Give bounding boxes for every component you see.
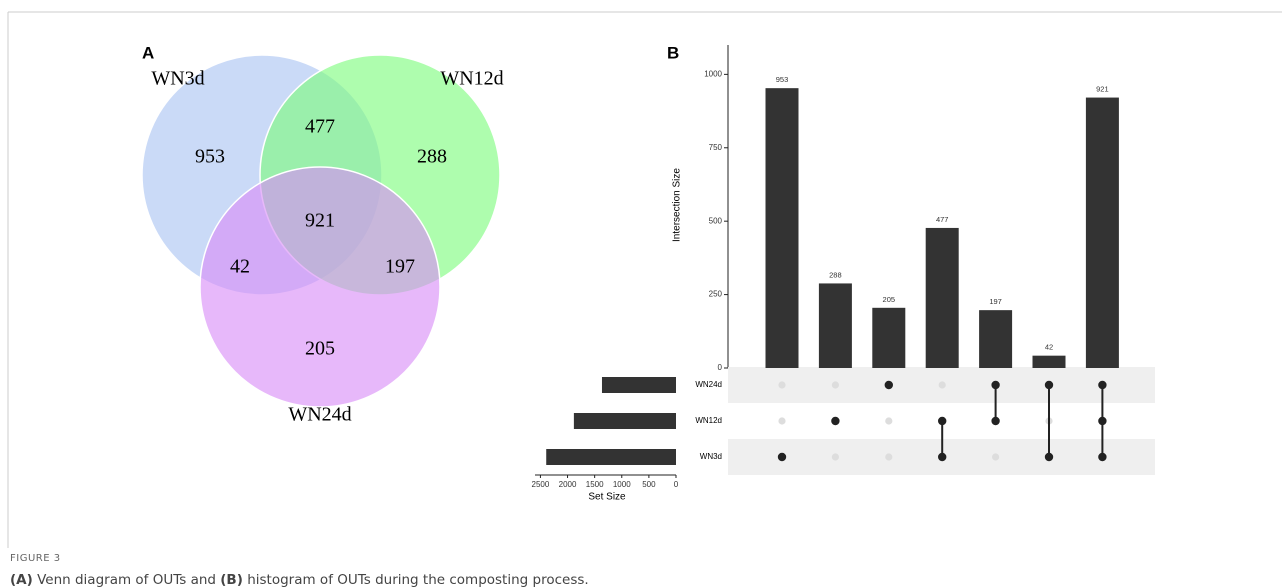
matrix-dot-empty <box>885 453 893 461</box>
region-count: 953 <box>195 146 225 168</box>
bar <box>872 307 906 368</box>
set-size-bar <box>573 413 676 429</box>
y-tick-label: 750 <box>709 143 723 152</box>
y-tick-label: 500 <box>709 216 723 225</box>
region-count: 921 <box>305 210 335 232</box>
bar <box>925 227 959 368</box>
matrix-dot-empty <box>938 381 946 389</box>
caption-part: (A) <box>10 572 33 588</box>
matrix-dot <box>991 380 1000 390</box>
matrix-dot <box>1098 452 1107 462</box>
matrix-dot <box>1098 380 1107 390</box>
figure-label: FIGURE 3 <box>10 553 61 564</box>
set-tick-label: 2500 <box>532 480 550 489</box>
set-tick-label: 1500 <box>586 480 604 489</box>
y-tick-label: 1000 <box>704 69 722 78</box>
value-label: 42 <box>1045 343 1053 352</box>
matrix-dot-empty <box>885 417 893 425</box>
region-count: 477 <box>305 116 335 138</box>
panel-label: A <box>142 43 154 62</box>
matrix-dot <box>991 416 1000 426</box>
set-axis-title: Set Size <box>588 492 626 503</box>
caption: FIGURE 3 (A) Venn diagram of OUTs and (B… <box>10 553 589 588</box>
set-tick-label: 2000 <box>559 480 577 489</box>
bar <box>1032 355 1066 368</box>
bar <box>1085 97 1119 368</box>
value-label: 197 <box>989 297 1002 306</box>
matrix-dot <box>1098 416 1107 426</box>
set-label: WN3d <box>151 68 204 90</box>
venn-circle <box>199 166 441 408</box>
set-tick-label: 500 <box>642 480 656 489</box>
caption-text: (A) Venn diagram of OUTs and (B) histogr… <box>10 572 589 588</box>
y-axis-title: Intersection Size <box>672 168 683 242</box>
matrix-dot <box>938 416 947 426</box>
set-size-bar <box>601 377 676 393</box>
set-label: WN3d <box>700 452 722 461</box>
value-label: 921 <box>1096 85 1109 94</box>
region-count: 197 <box>385 256 415 278</box>
matrix-dot-empty <box>778 381 786 389</box>
bar <box>979 310 1013 368</box>
figure: A B WN3d WN12d WN24d 953 477 288 921 42 197 205 0 2… <box>7 11 1282 548</box>
caption-part: (B) <box>220 572 243 588</box>
value-label: 953 <box>776 75 789 84</box>
value-label: 205 <box>883 295 896 304</box>
matrix-dot-empty <box>831 453 840 461</box>
set-size-bar <box>546 449 676 465</box>
region-count: 42 <box>230 256 250 278</box>
matrix-dot <box>777 452 787 462</box>
set-tick-label: 1000 <box>613 480 631 489</box>
y-tick-label: 250 <box>709 290 723 299</box>
region-count: 205 <box>305 338 335 360</box>
matrix-dot-empty <box>992 453 1000 461</box>
matrix-dot <box>831 416 840 426</box>
matrix-dot-empty <box>778 417 786 425</box>
caption-part: Venn diagram of OUTs and <box>37 572 216 588</box>
value-label: 477 <box>936 215 949 224</box>
set-label: WN24d <box>695 380 722 389</box>
matrix-dot-empty <box>831 381 840 389</box>
matrix-dot <box>938 452 947 462</box>
y-tick-label: 0 <box>718 363 723 372</box>
matrix-dot <box>1044 380 1054 390</box>
matrix-dot <box>884 380 893 390</box>
value-label: 288 <box>829 270 842 279</box>
matrix-dot <box>1044 452 1054 462</box>
set-label: WN12d <box>440 68 503 90</box>
region-count: 288 <box>417 146 447 168</box>
bar <box>765 88 799 368</box>
bar <box>818 283 852 368</box>
set-tick-label: 0 <box>674 480 679 489</box>
set-label: WN24d <box>288 404 351 426</box>
panel-label: B <box>667 43 679 62</box>
caption-part: histogram of OUTs during the composting … <box>247 572 589 588</box>
set-label: WN12d <box>695 416 722 425</box>
